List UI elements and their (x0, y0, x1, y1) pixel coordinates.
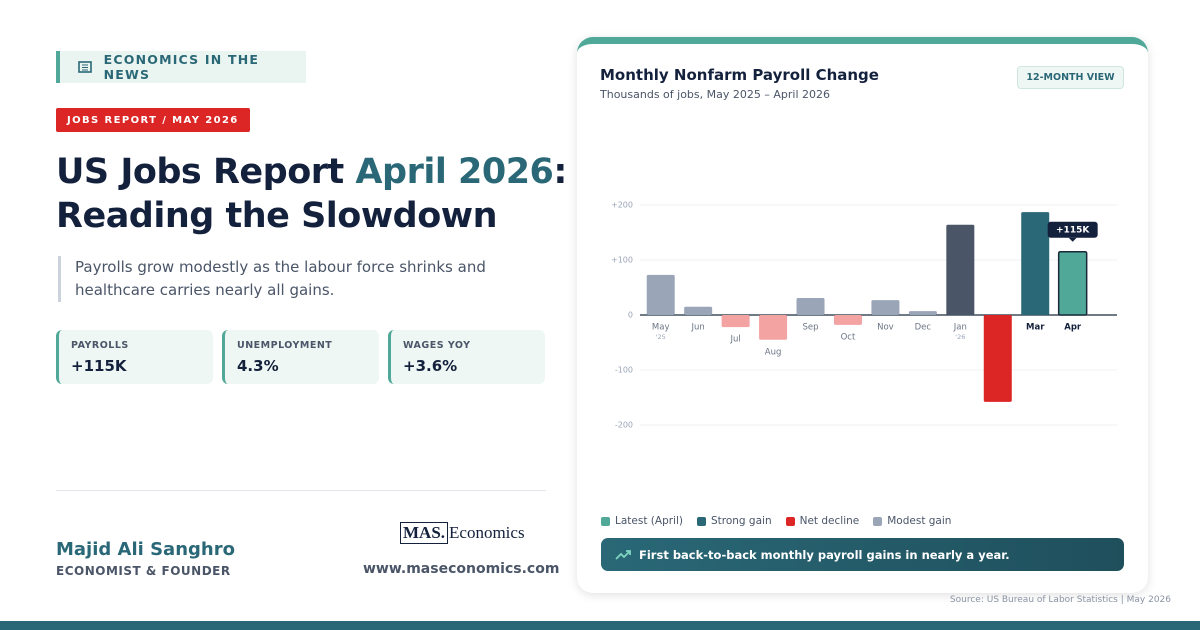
x-tick-label: Sep (803, 323, 819, 333)
stat-card: PAYROLLS +115K (56, 330, 213, 384)
brand-url[interactable]: www.maseconomics.com (363, 561, 560, 577)
legend-item: Net decline (785, 515, 860, 527)
bar (684, 306, 713, 315)
section-badge: ECONOMICS IN THE NEWS (56, 51, 306, 83)
legend-item: Latest (April) (601, 515, 683, 527)
legend-label: Strong gain (710, 515, 772, 527)
chart-title: Monthly Nonfarm Payroll Change (600, 66, 879, 84)
logo-text: Economics (449, 523, 525, 542)
x-tick-label: Jan (953, 323, 967, 333)
source: Source: US Bureau of Labor Statistics | … (949, 595, 1171, 605)
stat-label: UNEMPLOYMENT (237, 340, 333, 351)
bar (721, 315, 750, 328)
x-tick-label: Oct (841, 332, 856, 342)
logo-box: MAS. (400, 522, 449, 544)
x-tick-label: Apr (1064, 323, 1082, 333)
legend-label: Modest gain (887, 515, 952, 527)
y-tick-label: +200 (611, 201, 633, 210)
x-tick-label: Jun (691, 323, 705, 333)
chart-subtitle: Thousands of jobs, May 2025 – April 2026 (600, 88, 830, 101)
badge-text: ECONOMICS IN THE NEWS (103, 52, 260, 82)
stat-label: PAYROLLS (71, 340, 129, 351)
stat-label: WAGES YOY (403, 340, 471, 351)
chart-card: Monthly Nonfarm Payroll Change Thousands… (577, 37, 1148, 593)
bar (646, 274, 675, 315)
stat-value: +115K (71, 357, 127, 375)
headline-line2: Reading the Slowdown (56, 196, 498, 236)
headline-end: : (553, 152, 567, 192)
bar (908, 311, 937, 315)
bar (796, 297, 825, 315)
divider (56, 490, 546, 491)
stat-value: +3.6% (403, 357, 458, 375)
news-icon (78, 61, 92, 73)
x-tick-label: Aug (765, 347, 782, 357)
x-tick-sublabel: '25 (656, 333, 666, 341)
lede: Payrolls grow modestly as the labour for… (58, 256, 565, 302)
legend-item: Modest gain (873, 515, 951, 527)
legend: Latest (April) Strong gain Net decline Mode… (601, 515, 951, 527)
legend-label: Net decline (799, 515, 860, 527)
y-tick-label: -100 (615, 366, 633, 375)
bar (833, 315, 862, 325)
y-tick-label: +100 (611, 256, 633, 265)
chart: +200 +100 0 -100 -200 May'25 Jun Jul Aug Sep Oct No… (611, 201, 1117, 430)
author-name: Majid Ali Sanghro (56, 539, 235, 560)
value-label-pointer (1068, 237, 1077, 242)
value-label-box (1047, 221, 1098, 238)
callout-text: First back-to-back monthly payroll gains… (639, 547, 1010, 562)
x-tick-label: May (652, 323, 670, 333)
bar (759, 315, 788, 340)
y-tick-label: -200 (615, 421, 633, 430)
author-role: ECONOMIST & FOUNDER (56, 564, 231, 578)
x-tick-sublabel: '26 (955, 333, 965, 341)
footer-stripe (0, 621, 1200, 630)
legend-swatch (785, 516, 795, 526)
trend-icon (615, 549, 631, 560)
stat-card: UNEMPLOYMENT 4.3% (222, 330, 379, 384)
x-tick-label: Mar (1026, 323, 1045, 333)
x-tick-label: Jul (729, 335, 740, 345)
headline: US Jobs Report April 2026: Reading the S… (56, 150, 567, 238)
x-tick-label: Nov (877, 323, 894, 333)
report-tag: JOBS REPORT / MAY 2026 (56, 108, 250, 132)
legend-swatch (696, 516, 706, 526)
stat-value: 4.3% (237, 357, 279, 375)
bar (1057, 251, 1088, 316)
legend-swatch (873, 516, 883, 526)
callout: First back-to-back monthly payroll gains… (601, 538, 1124, 571)
stat-card: WAGES YOY +3.6% (388, 330, 545, 384)
x-tick-label: Dec (915, 323, 932, 333)
value-label: +115K (1056, 225, 1090, 235)
legend-swatch (601, 516, 610, 526)
legend-label: Latest (April) (615, 515, 683, 527)
bar (946, 224, 975, 315)
headline-lead: US Jobs Report (56, 152, 356, 192)
view-button[interactable]: 12-MONTH VIEW (1017, 66, 1124, 89)
bar (983, 315, 1012, 402)
headline-highlight: April 2026 (355, 152, 554, 192)
bar (871, 300, 900, 315)
y-tick-label: 0 (628, 311, 633, 320)
legend-item: Strong gain (696, 515, 772, 527)
brand-logo: MAS. Economics (400, 522, 525, 544)
bar (1021, 212, 1050, 315)
